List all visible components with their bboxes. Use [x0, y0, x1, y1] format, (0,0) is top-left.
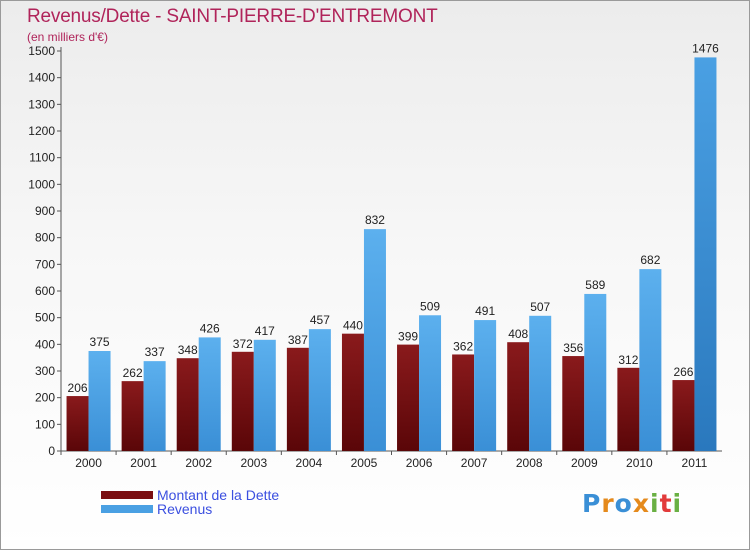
- y-tick-label: 300: [35, 364, 55, 378]
- data-label-dette: 356: [563, 341, 583, 355]
- axes: 0 100 200 300 400 500 600 700 800 900 1000 1100 1200…: [28, 44, 722, 470]
- x-tick-label: 2009: [571, 456, 598, 470]
- bar-dette: [397, 344, 420, 451]
- chart-title: Revenus/Dette - SAINT-PIERRE-D'ENTREMONT: [27, 6, 438, 27]
- y-tick-label: 1300: [28, 97, 55, 111]
- bar-revenus: [143, 361, 166, 451]
- y-tick-label: 200: [35, 391, 55, 405]
- data-label-dette: 387: [288, 333, 308, 347]
- bar-revenus: [88, 351, 111, 451]
- data-label-revenus: 457: [310, 313, 330, 327]
- legend-item-revenus: Revenus: [101, 501, 213, 517]
- legend-label-dette: Montant de la Dette: [157, 487, 280, 503]
- x-tick-label: 2001: [130, 456, 157, 470]
- data-label-dette: 408: [508, 327, 528, 341]
- x-tick-label: 2011: [682, 456, 708, 470]
- bar-revenus: [419, 315, 442, 451]
- x-tick-label: 2008: [516, 456, 543, 470]
- y-tick-label: 0: [48, 444, 55, 458]
- data-label-revenus: 589: [585, 278, 605, 292]
- bar-revenus: [584, 293, 607, 451]
- bars: [66, 57, 717, 452]
- data-label-dette: 399: [398, 330, 418, 344]
- data-label-revenus: 337: [145, 345, 165, 359]
- y-tick-label: 1500: [28, 44, 55, 58]
- y-tick-label: 1100: [29, 151, 55, 165]
- data-label-revenus: 832: [365, 213, 385, 227]
- data-label-revenus: 426: [200, 321, 220, 335]
- bar-revenus: [198, 337, 221, 451]
- y-tick-label: 100: [35, 417, 55, 431]
- y-tick-label: 1400: [28, 71, 55, 85]
- data-label-revenus: 682: [640, 253, 660, 267]
- bar-revenus: [308, 329, 331, 451]
- bar-revenus: [474, 320, 497, 451]
- data-label-revenus: 375: [90, 335, 110, 349]
- bar-dette: [341, 333, 364, 451]
- x-tick-label: 2000: [75, 456, 102, 470]
- bar-dette: [231, 351, 254, 451]
- bar-dette: [617, 367, 640, 451]
- bar-dette: [452, 354, 475, 451]
- data-label-revenus: 509: [420, 299, 440, 313]
- data-label-revenus: 507: [530, 300, 550, 314]
- y-tick-label: 500: [35, 311, 55, 325]
- bar-revenus: [639, 269, 662, 451]
- x-tick-label: 2010: [626, 456, 653, 470]
- bar-dette: [176, 358, 199, 451]
- data-label-dette: 266: [673, 365, 693, 379]
- legend-swatch-dette: [101, 491, 153, 499]
- bar-dette: [672, 380, 695, 451]
- y-tick-label: 400: [35, 337, 55, 351]
- y-tick-label: 700: [35, 257, 55, 271]
- data-label-revenus: 1476: [692, 41, 719, 55]
- data-label-revenus: 491: [475, 304, 495, 318]
- legend-label-revenus: Revenus: [157, 501, 213, 517]
- data-label-dette: 372: [233, 337, 253, 351]
- bar-dette: [286, 347, 309, 451]
- x-tick-label: 2007: [461, 456, 488, 470]
- y-tick-label: 800: [35, 231, 55, 245]
- data-label-dette: 206: [68, 381, 88, 395]
- data-label-dette: 348: [178, 343, 198, 357]
- x-tick-label: 2004: [296, 456, 323, 470]
- data-label-dette: 440: [343, 319, 363, 333]
- x-tick-label: 2003: [240, 456, 267, 470]
- bar-dette: [66, 396, 89, 451]
- bar-revenus: [694, 57, 717, 452]
- bar-dette: [121, 381, 144, 451]
- y-tick-label: 900: [35, 204, 55, 218]
- bar-revenus: [363, 229, 386, 451]
- bar-revenus: [253, 339, 276, 451]
- data-label-revenus: 417: [255, 324, 275, 338]
- x-tick-label: 2006: [406, 456, 433, 470]
- legend-item-dette: Montant de la Dette: [101, 487, 280, 503]
- y-tick-label: 1200: [28, 124, 55, 138]
- x-tick-label: 2005: [351, 456, 378, 470]
- legend-swatch-revenus: [101, 505, 153, 513]
- data-label-dette: 262: [123, 366, 143, 380]
- bar-revenus: [529, 315, 552, 451]
- y-tick-label: 1000: [28, 177, 55, 191]
- y-tick-label: 600: [35, 284, 55, 298]
- bar-dette: [562, 356, 585, 451]
- data-label-dette: 362: [453, 339, 473, 353]
- x-tick-label: 2002: [185, 456, 212, 470]
- bar-dette: [507, 342, 530, 451]
- data-label-dette: 312: [618, 353, 638, 367]
- chart-subtitle: (en milliers d'€): [27, 30, 108, 44]
- proxiti-logo: Proxiti: [582, 489, 683, 518]
